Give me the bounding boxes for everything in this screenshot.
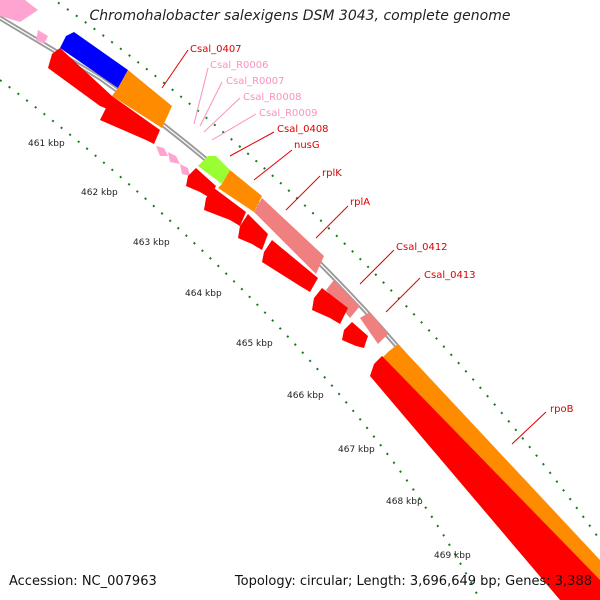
kbp-label-466: 466 kbp	[287, 391, 324, 401]
cds-red-1[interactable]	[48, 48, 112, 110]
outer-tick-track	[52, 0, 600, 541]
gene-label-Csal_0413[interactable]: Csal_0413	[424, 270, 476, 281]
feature-rplA-frag[interactable]	[326, 280, 360, 318]
leader-nusG	[253, 149, 293, 181]
feature-pink-top[interactable]	[0, 0, 38, 22]
feature-pink-small[interactable]	[36, 30, 48, 44]
leader-rpoB	[511, 411, 547, 445]
leader-Csal_R0007	[199, 81, 223, 127]
feature-green[interactable]	[198, 156, 230, 184]
kbp-label-467: 467 kbp	[338, 445, 375, 455]
cds-red-rpoB[interactable]	[370, 356, 600, 600]
gene-label-Csal_R0006[interactable]: Csal_R0006	[210, 60, 269, 71]
trna-marker-2[interactable]	[168, 152, 180, 164]
leader-Csal_R0008	[203, 97, 241, 133]
leader-rplA	[315, 205, 349, 239]
feature-rplK[interactable]	[254, 198, 324, 274]
kbp-label-468: 468 kbp	[386, 497, 423, 507]
gene-label-Csal_R0008[interactable]: Csal_R0008	[243, 92, 302, 103]
feature-Csal0412[interactable]	[360, 312, 388, 344]
kbp-label-465: 465 kbp	[236, 339, 273, 349]
kbp-labels: 461 kbp 462 kbp 463 kbp 464 kbp 465 kbp …	[28, 139, 471, 561]
gene-label-nusG[interactable]: nusG	[294, 140, 320, 151]
map-title: Chromohalobacter salexigens DSM 3043, co…	[89, 8, 511, 24]
leader-rplK	[285, 175, 321, 211]
kbp-label-464: 464 kbp	[185, 289, 222, 299]
feature-blue-csal0407[interactable]	[60, 32, 128, 88]
leader-Csal_0413	[385, 277, 421, 313]
gene-labels: Csal_0407 Csal_R0006 Csal_R0007 Csal_R00…	[190, 44, 574, 415]
feature-orange-1[interactable]	[112, 70, 172, 128]
gene-label-Csal_0407[interactable]: Csal_0407	[190, 44, 242, 55]
trna-marker-1[interactable]	[156, 146, 168, 156]
gene-label-rpoB[interactable]: rpoB	[550, 404, 574, 415]
cds-red-2[interactable]	[100, 96, 160, 144]
cds-red-4[interactable]	[204, 188, 246, 226]
accession-text: Accession: NC_007963	[9, 574, 157, 589]
cds-red-5[interactable]	[238, 214, 268, 250]
inner-lane	[48, 48, 600, 600]
cds-red-7[interactable]	[312, 288, 348, 324]
gene-label-Csal_R0009[interactable]: Csal_R0009	[259, 108, 318, 119]
kbp-label-461: 461 kbp	[28, 139, 65, 149]
leader-Csal_0407	[161, 49, 189, 89]
kbp-label-469: 469 kbp	[434, 551, 471, 561]
gene-label-Csal_R0007[interactable]: Csal_R0007	[226, 76, 285, 87]
leader-Csal_0412	[359, 249, 395, 285]
gene-label-Csal_0408[interactable]: Csal_0408	[277, 124, 329, 135]
leader-Csal_0408	[229, 131, 275, 157]
gene-label-rplA[interactable]: rplA	[350, 197, 370, 208]
gene-label-rplK[interactable]: rplK	[322, 168, 342, 179]
trna-marker-3[interactable]	[180, 164, 190, 176]
cds-red-6[interactable]	[262, 240, 318, 292]
cds-red-3[interactable]	[186, 168, 216, 198]
genome-summary-text: Topology: circular; Length: 3,696,649 bp…	[234, 574, 592, 589]
cds-red-8[interactable]	[342, 322, 368, 348]
feature-orange-2[interactable]	[218, 170, 262, 212]
callout-lines	[161, 49, 547, 445]
leader-Csal_R0009	[211, 113, 257, 141]
gene-label-Csal_0412[interactable]: Csal_0412	[396, 242, 448, 253]
leader-Csal_R0006	[193, 67, 209, 125]
kbp-label-463: 463 kbp	[133, 238, 170, 248]
kbp-label-462: 462 kbp	[81, 188, 118, 198]
